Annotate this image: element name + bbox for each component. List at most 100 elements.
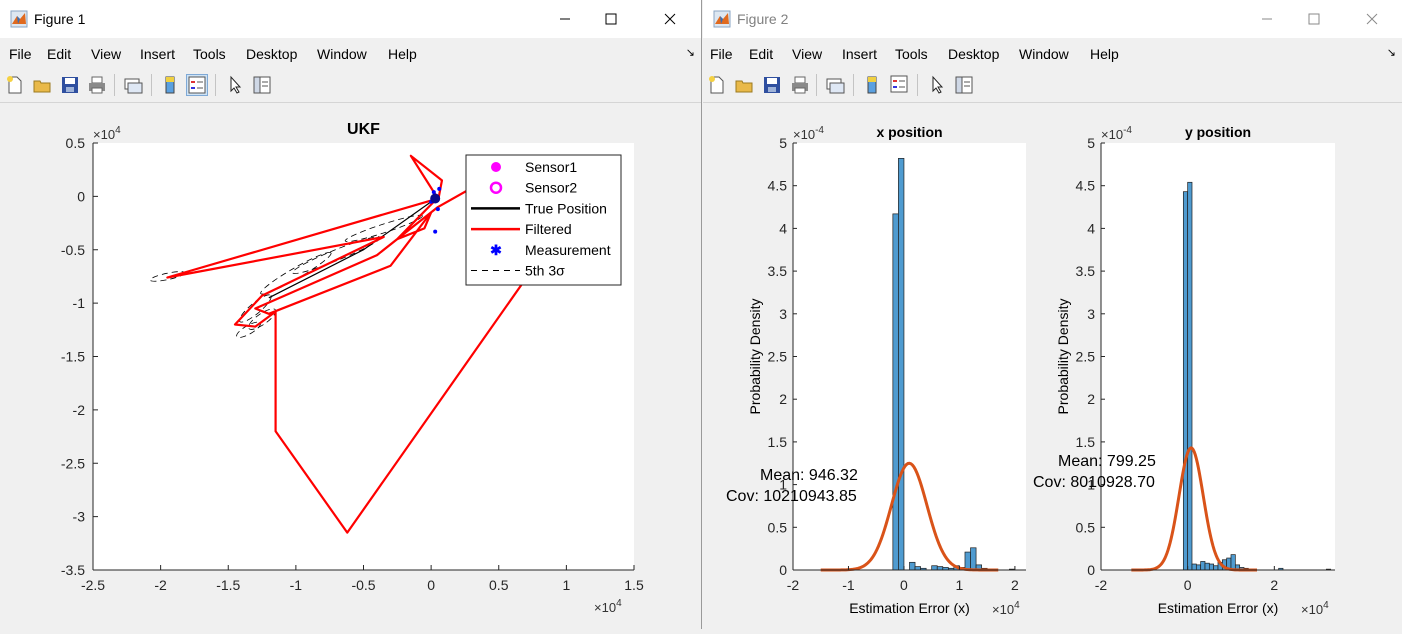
- matlab-icon: [713, 10, 731, 28]
- y-tick-label: 4: [1087, 220, 1095, 236]
- legend-label: Filtered: [525, 221, 572, 237]
- legend-sensor1-marker: [491, 162, 501, 172]
- y-tick-label: 0.5: [66, 135, 86, 151]
- close-button[interactable]: [647, 0, 693, 38]
- x-tick-label: -1.5: [216, 577, 240, 593]
- sigma-ellipse: [238, 294, 272, 323]
- title-bar[interactable]: Figure 1: [0, 0, 701, 38]
- matlab-icon: [10, 10, 28, 28]
- property-editor-icon[interactable]: [251, 74, 273, 96]
- x-axis-multiplier: ×104: [992, 600, 1020, 617]
- y-tick-label: 0.5: [1076, 519, 1096, 535]
- menu-edit[interactable]: Edit: [47, 46, 72, 62]
- maximize-button[interactable]: [588, 0, 634, 38]
- new-figure-icon[interactable]: [4, 74, 26, 96]
- open-file-icon[interactable]: [733, 74, 755, 96]
- error-histograms-chart[interactable]: x position -2 -1 0 1 2 5 4.5 4 3.5 3 2.5 2 1.5 1 0.5 0 ×1…: [703, 103, 1402, 629]
- new-figure-icon[interactable]: [706, 74, 728, 96]
- y-tick-label: 1: [779, 477, 787, 493]
- y-tick-label: 5: [1087, 135, 1095, 151]
- title-bar[interactable]: Figure 2: [703, 0, 1402, 38]
- menu-help[interactable]: Help: [1090, 46, 1119, 62]
- y-tick-label: 0: [779, 562, 787, 578]
- x-axis-label: Estimation Error (x): [1158, 600, 1279, 616]
- menu-tools[interactable]: Tools: [895, 46, 928, 62]
- measurement-point: [431, 190, 436, 195]
- menu-bar: File Edit View Insert Tools Desktop Wind…: [0, 38, 701, 68]
- x-tick-label: -2: [1095, 577, 1108, 593]
- open-file-icon[interactable]: [31, 74, 53, 96]
- menu-window[interactable]: Window: [317, 46, 367, 62]
- x-tick-label: 2: [1011, 577, 1019, 593]
- histogram-bar: [931, 565, 938, 571]
- y-tick-label: -2.5: [61, 455, 85, 471]
- pointer-icon[interactable]: [224, 74, 246, 96]
- menu-insert[interactable]: Insert: [140, 46, 176, 62]
- menu-file[interactable]: File: [710, 46, 733, 62]
- y-axis-label: Probability Density: [1055, 299, 1071, 415]
- minimize-icon: [1262, 18, 1272, 20]
- y-tick-label: 1: [1087, 477, 1095, 493]
- y-tick-label: 0: [1087, 562, 1095, 578]
- histogram-bar: [1230, 554, 1236, 571]
- legend-label: Sensor1: [525, 159, 577, 175]
- menu-help[interactable]: Help: [388, 46, 417, 62]
- menu-insert[interactable]: Insert: [842, 46, 878, 62]
- mean-annotation: Mean: 946.32: [760, 467, 858, 484]
- pointer-icon[interactable]: [926, 74, 948, 96]
- x-axis-multiplier: ×104: [594, 598, 622, 615]
- measurement-cluster: [430, 193, 441, 204]
- dock-arrow-icon[interactable]: ↘: [1386, 47, 1396, 59]
- colorbar-icon[interactable]: [861, 74, 883, 96]
- y-tick-label: 2: [779, 391, 787, 407]
- x-tick-label: 2: [1270, 577, 1278, 593]
- close-button[interactable]: [1349, 0, 1395, 38]
- histogram-bar: [1213, 565, 1219, 571]
- histogram-bar: [1191, 563, 1197, 571]
- y-tick-label: 3.5: [768, 263, 788, 279]
- print-icon[interactable]: [789, 74, 811, 96]
- menu-window[interactable]: Window: [1019, 46, 1069, 62]
- save-icon[interactable]: [59, 74, 81, 96]
- y-axis-multiplier: ×10-4: [793, 125, 824, 142]
- legend-label: Sensor2: [525, 180, 577, 196]
- histogram-bar: [909, 561, 916, 571]
- y-tick-label: -2: [73, 402, 86, 418]
- y-tick-label: 0: [77, 188, 85, 204]
- colorbar-icon[interactable]: [159, 74, 181, 96]
- y-tick-label: 3: [1087, 306, 1095, 322]
- minimize-button[interactable]: [1244, 0, 1290, 38]
- y-tick-label: 5: [779, 135, 787, 151]
- histogram-bar: [964, 551, 971, 571]
- mean-annotation: Mean: 799.25: [1058, 453, 1156, 470]
- y-tick-label: -1.5: [61, 349, 85, 365]
- menu-view[interactable]: View: [91, 46, 122, 62]
- link-plot-icon[interactable]: [122, 74, 144, 96]
- plot-background: [793, 143, 1026, 570]
- figure-area: x position -2 -1 0 1 2 5 4.5 4 3.5 3 2.5 2 1.5 1 0.5 0 ×1…: [703, 103, 1402, 629]
- menu-tools[interactable]: Tools: [193, 46, 226, 62]
- menu-edit[interactable]: Edit: [749, 46, 774, 62]
- property-editor-icon[interactable]: [953, 74, 975, 96]
- window-title: Figure 2: [737, 11, 789, 27]
- menu-desktop[interactable]: Desktop: [948, 46, 1000, 62]
- legend-icon[interactable]: [186, 74, 208, 96]
- plot-background: [1101, 143, 1335, 570]
- menu-bar: File Edit View Insert Tools Desktop Wind…: [703, 38, 1402, 68]
- save-icon[interactable]: [761, 74, 783, 96]
- menu-view[interactable]: View: [792, 46, 823, 62]
- link-plot-icon[interactable]: [824, 74, 846, 96]
- maximize-button[interactable]: [1291, 0, 1337, 38]
- ukf-trajectory-chart[interactable]: UKF -2.5 -2 -1.5 -1 -0.5 0 0.5 1 1.5 0.5 0 -0.5 -1 -1.…: [0, 103, 701, 629]
- chart-title: UKF: [347, 121, 380, 138]
- minimize-button[interactable]: [542, 0, 588, 38]
- measurement-point: [435, 207, 440, 212]
- print-icon[interactable]: [86, 74, 108, 96]
- close-icon: [664, 13, 676, 25]
- legend-label: 5th 3σ: [525, 263, 565, 279]
- menu-desktop[interactable]: Desktop: [246, 46, 298, 62]
- legend-icon[interactable]: [889, 74, 911, 96]
- menu-file[interactable]: File: [9, 46, 32, 62]
- dock-arrow-icon[interactable]: ↘: [685, 47, 695, 59]
- x-tick-label: -0.5: [351, 577, 375, 593]
